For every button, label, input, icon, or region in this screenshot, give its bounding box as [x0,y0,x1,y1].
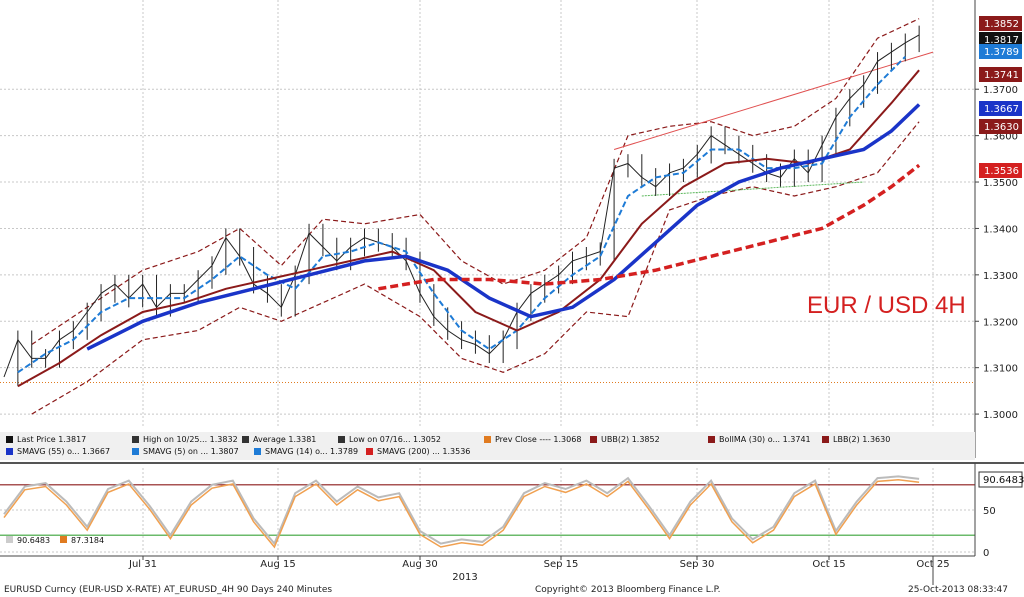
price-axis: 1.3700 1.3600 1.3500 1.3400 1.3300 1.3200 1.31… [974,0,1018,458]
main-grid [0,0,975,428]
price-tick-label: 1.3400 [983,224,1018,235]
x-axis: Jul 31 Aug 15 Aug 30 Sep 15 Sep 30 Oct 15 Oct … [0,555,975,585]
legend-label: SMAVG (200) ... 1.3536 [377,447,470,456]
boll-ma-line [17,69,920,388]
price-tick-label: 1.3600 [983,132,1018,143]
x-tick-label: Jul 31 [128,559,157,570]
upper-bollinger-band [31,18,920,345]
square-icon [60,536,67,543]
sma-5-line [17,55,907,374]
main-series [3,18,934,415]
legend-label: Average 1.3381 [253,435,316,444]
dash-line-icon [822,436,829,443]
price-tick-label: 1.3300 [983,271,1018,282]
square-icon [708,436,715,443]
square-icon [6,448,13,455]
price-tick-label: 1.3000 [983,410,1018,421]
oscillator-legend-label: 87.3184 [71,536,104,545]
oscillator-tick-label: 50 [983,506,996,517]
price-tag-label: 1.3741 [984,70,1019,81]
legend-label: Low on 07/16... 1.3052 [349,435,441,444]
support-line [641,181,864,197]
legend-label: SMAVG (5) on ... 1.3807 [143,447,239,456]
year-label: 2013 [452,572,477,583]
square-icon [484,436,491,443]
legend: Last Price 1.3817 High on 10/25... 1.3832… [0,432,975,460]
legend-label: BollMA (30) o... 1.3741 [719,435,811,444]
legend-label: SMAVG (55) o... 1.3667 [17,447,110,456]
price-tag-box [979,67,1022,82]
x-tick-label: Aug 15 [260,559,295,570]
x-tick-label: Sep 30 [680,559,715,570]
square-icon [6,536,13,543]
oscillator-line [3,479,920,549]
price-tick-label: 1.3500 [983,178,1018,189]
footer: EURUSD Curncy (EUR-USD X-RATE) AT_EURUSD… [4,585,1008,595]
price-tick-label: 1.3700 [983,85,1018,96]
legend-label: Last Price 1.3817 [17,435,86,444]
price-tag-box [979,163,1022,178]
footer-left: EURUSD Curncy (EUR-USD X-RATE) AT_EURUSD… [4,585,332,595]
low-icon [338,436,345,443]
price-tag-label: 1.3789 [984,47,1019,58]
t-icon [132,436,139,443]
oscillator-tag-box [978,471,1023,488]
legend-label: SMAVG (14) o... 1.3789 [265,447,358,456]
legend-label: High on 10/25... 1.3832 [143,435,238,444]
price-tag-box [979,16,1022,31]
x-tick-label: Sep 15 [544,559,579,570]
price-tick-label: 1.3100 [983,364,1018,375]
x-tick-label: Aug 30 [402,559,437,570]
plot-background [0,0,975,428]
price-tag-box [979,119,1022,134]
chart-title: EUR / USD 4H [807,292,966,319]
price-tag-label: 1.3536 [984,166,1019,177]
dash-line-icon [254,448,261,455]
legend-label: Prev Close ---- 1.3068 [495,435,581,444]
price-tag-label: 1.3630 [984,122,1019,133]
price-tag-label: 1.3817 [984,35,1019,46]
legend-label: UBB(2) 1.3852 [601,435,660,444]
footer-right: 25-Oct-2013 08:33:47 [908,585,1008,595]
oscillator-legend-label: 90.6483 [17,536,50,545]
oscillator-shadow-line [3,475,920,546]
oscillator-panel: 50 0 90.6483 90.6483 87.3184 [0,462,1024,559]
price-tag-label: 1.3667 [984,104,1019,115]
dash-line-icon [590,436,597,443]
trend-line [613,51,934,150]
legend-label: LBB(2) 1.3630 [833,435,890,444]
x-tick-label: Oct 15 [812,559,845,570]
price-tag-box [979,101,1022,116]
lower-bollinger-band [31,121,920,415]
square-icon [6,436,13,443]
square-icon [132,448,139,455]
price-tag-box [979,32,1022,47]
plus-icon [242,436,249,443]
price-tag-label: 1.3852 [984,19,1019,30]
oscillator-tick-label: 0 [983,548,989,559]
sma-200-line [378,163,921,291]
sma-55-line [86,103,921,351]
price-tag-box [979,44,1022,59]
oscillator-tag-label: 90.6483 [983,475,1024,486]
dash-line-icon [366,448,373,455]
footer-center: Copyright© 2013 Bloomberg Finance L.P. [535,585,720,595]
price-tick-label: 1.3200 [983,317,1018,328]
